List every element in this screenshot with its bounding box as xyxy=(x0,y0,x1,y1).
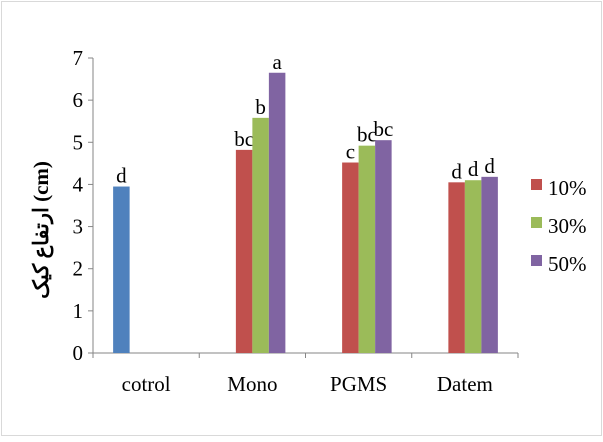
x-category-label: PGMS xyxy=(330,372,387,396)
bar-data-label: c xyxy=(346,140,355,164)
bar-data-label: b xyxy=(255,95,266,119)
legend-label: 50% xyxy=(548,252,587,276)
bar xyxy=(464,180,482,353)
legend: 10% 30% 50% xyxy=(531,176,587,276)
bar-data-label: bc xyxy=(373,117,393,141)
legend-label: 30% xyxy=(548,214,587,238)
bar-data-label: bc xyxy=(357,123,377,147)
legend-swatch xyxy=(531,217,542,228)
y-axis-title: (cm) ارتفاع کیک xyxy=(29,161,54,299)
legend-label: 10% xyxy=(548,176,587,200)
bar-data-label: d xyxy=(451,159,462,183)
x-category-label: cotrol xyxy=(122,372,171,396)
bar xyxy=(358,145,376,353)
y-tick-label: 2 xyxy=(73,257,84,281)
y-tick-label: 4 xyxy=(73,172,84,196)
y-axis: 0 1 2 3 4 5 6 7 xyxy=(73,46,94,365)
y-tick-label: 5 xyxy=(73,130,84,154)
bar xyxy=(342,162,359,353)
y-tick-label: 6 xyxy=(73,88,84,112)
x-category-label: Datem xyxy=(437,372,493,396)
y-tick-label: 7 xyxy=(73,46,84,70)
legend-swatch xyxy=(531,179,542,190)
bar-data-label: d xyxy=(116,164,127,188)
bar-data-label: d xyxy=(484,154,495,178)
bar xyxy=(448,182,465,353)
bar xyxy=(113,186,130,353)
x-category-label: Mono xyxy=(227,372,277,396)
bar-data-label: a xyxy=(272,50,282,74)
bar-data-label: d xyxy=(468,157,479,181)
bar xyxy=(375,140,392,353)
y-tick-label: 3 xyxy=(73,215,84,239)
legend-swatch xyxy=(531,255,542,266)
x-axis: cotrol Mono PGMS Datem xyxy=(92,352,519,396)
bar xyxy=(252,117,269,353)
bar-data-label: bc xyxy=(234,127,254,151)
bar xyxy=(481,176,498,353)
y-tick-label: 0 xyxy=(73,341,84,365)
bar xyxy=(235,149,253,353)
y-tick-label: 1 xyxy=(73,299,84,323)
bar xyxy=(268,72,286,353)
